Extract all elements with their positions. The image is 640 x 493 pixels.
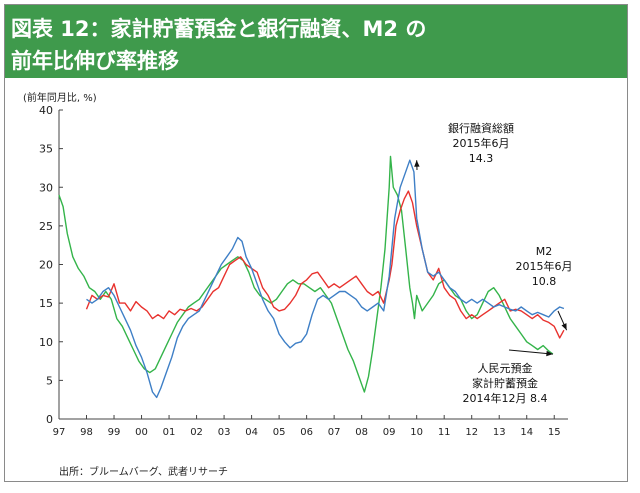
x-tick-label: 08 <box>355 427 368 438</box>
y-tick-label: 10 <box>39 336 53 349</box>
series-line-0 <box>58 155 554 393</box>
y-tick-label: 20 <box>39 259 53 272</box>
x-tick-label: 97 <box>53 427 66 438</box>
title-banner: 図表 12：家計貯蓄預金と銀行融資、M2 の 前年比伸び率推移 <box>5 5 627 78</box>
x-tick-label: 10 <box>410 427 423 438</box>
chart-card: 図表 12：家計貯蓄預金と銀行融資、M2 の 前年比伸び率推移 (前年同月比, … <box>4 4 628 482</box>
y-tick-label: 40 <box>39 104 53 117</box>
x-tick-label: 06 <box>300 427 313 438</box>
series-line-1 <box>85 190 565 339</box>
chart-title-line-2: 前年比伸び率推移 <box>11 49 179 73</box>
annotations: 銀行融資総額2015年6月14.3M22015年6月10.8人民元預金家計貯蓄預… <box>414 121 573 405</box>
annotation-text: 家計貯蓄預金 <box>472 376 538 390</box>
chart-title-line-1: 図表 12：家計貯蓄預金と銀行融資、M2 の <box>11 17 427 41</box>
y-tick-label: 15 <box>39 297 53 310</box>
series-layer <box>58 155 565 399</box>
x-tick-label: 13 <box>493 427 506 438</box>
x-tick-label: 14 <box>520 427 533 438</box>
x-tick-label: 07 <box>328 427 341 438</box>
y-tick-label: 30 <box>39 181 53 194</box>
x-tick-label: 04 <box>245 427 258 438</box>
x-tick-label: 05 <box>273 427 286 438</box>
x-tick-label: 11 <box>438 427 451 438</box>
annotation-text: 人民元預金 <box>478 361 533 375</box>
annotation-arrow-head <box>546 350 553 357</box>
y-tick-label: 5 <box>46 374 53 387</box>
annotation-arrow-line <box>508 349 553 355</box>
x-tick-label: 09 <box>383 427 396 438</box>
x-tick-label: 00 <box>135 427 148 438</box>
annotation-text: 銀行融資総額 <box>448 121 514 135</box>
y-tick-label: 35 <box>39 143 53 156</box>
x-tick-label: 01 <box>163 427 176 438</box>
x-tick-label: 99 <box>108 427 121 438</box>
y-tick-label: 25 <box>39 220 53 233</box>
annotation-text: 2014年12月 8.4 <box>463 391 548 405</box>
series-line-2 <box>86 159 565 399</box>
annotation-text: 2015年6月 <box>516 259 573 273</box>
annotation-arrow-head <box>414 160 420 167</box>
x-tick-label: 15 <box>548 427 561 438</box>
x-tick-label: 12 <box>465 427 478 438</box>
annotation-arrow-head <box>561 323 567 331</box>
annotation-text: 14.3 <box>469 152 494 165</box>
annotation-text: 2015年6月 <box>453 136 510 150</box>
source-note: 出所：ブルームバーグ、武者リサーチ <box>59 467 228 478</box>
annotation-text: 10.8 <box>532 275 557 288</box>
x-tick-label: 98 <box>80 427 93 438</box>
y-axis-label: (前年同月比, %) <box>23 91 97 104</box>
y-tick-label: 0 <box>46 413 53 426</box>
x-tick-label: 02 <box>190 427 203 438</box>
x-tick-label: 03 <box>218 427 231 438</box>
annotation-text: M2 <box>536 245 553 258</box>
